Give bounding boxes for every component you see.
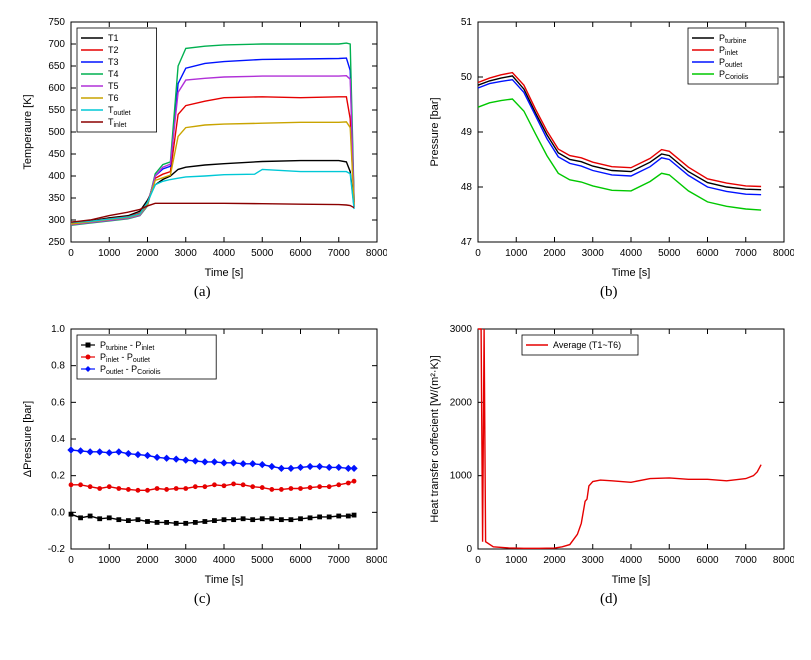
svg-text:700: 700 <box>49 39 66 50</box>
svg-text:3000: 3000 <box>450 324 473 335</box>
svg-text:0.6: 0.6 <box>51 397 65 408</box>
svg-text:ΔPressure [bar]: ΔPressure [bar] <box>22 401 34 477</box>
svg-text:-0.2: -0.2 <box>48 544 66 555</box>
svg-text:3000: 3000 <box>581 555 604 566</box>
svg-text:600: 600 <box>49 83 66 94</box>
svg-text:47: 47 <box>461 237 473 248</box>
svg-text:0.0: 0.0 <box>51 507 65 518</box>
svg-text:7000: 7000 <box>328 248 351 259</box>
svg-text:5000: 5000 <box>251 555 274 566</box>
svg-text:400: 400 <box>49 171 66 182</box>
svg-text:2000: 2000 <box>137 248 160 259</box>
svg-text:Average (T1~T6): Average (T1~T6) <box>553 340 621 350</box>
svg-text:7000: 7000 <box>734 248 757 259</box>
svg-text:650: 650 <box>49 61 66 72</box>
svg-text:0.4: 0.4 <box>51 434 65 445</box>
svg-text:T5: T5 <box>108 81 119 91</box>
svg-text:450: 450 <box>49 149 66 160</box>
svg-text:T3: T3 <box>108 57 119 67</box>
svg-text:2000: 2000 <box>543 555 566 566</box>
svg-text:2000: 2000 <box>137 555 160 566</box>
svg-text:1000: 1000 <box>98 555 121 566</box>
svg-text:6000: 6000 <box>290 248 313 259</box>
svg-text:4000: 4000 <box>620 555 643 566</box>
svg-text:0.8: 0.8 <box>51 361 65 372</box>
svg-text:T4: T4 <box>108 69 119 79</box>
caption-d: (d) <box>600 591 618 608</box>
svg-text:6000: 6000 <box>696 555 719 566</box>
svg-text:Time [s]: Time [s] <box>611 267 650 279</box>
svg-text:T1: T1 <box>108 33 119 43</box>
svg-text:Time [s]: Time [s] <box>611 574 650 586</box>
svg-text:8000: 8000 <box>366 248 387 259</box>
svg-text:Time [s]: Time [s] <box>205 267 244 279</box>
chart-c: 0 1000 2000 3000 4000 5000 6000 7000 8000 -0.2 0.0… <box>17 319 387 589</box>
svg-text:6000: 6000 <box>696 248 719 259</box>
panel-d: 0 1000 2000 3000 4000 5000 6000 7000 8000 0 1000 20… <box>419 319 800 608</box>
svg-text:3000: 3000 <box>175 555 198 566</box>
svg-text:5000: 5000 <box>658 555 681 566</box>
svg-text:Pressure [bar]: Pressure [bar] <box>429 97 441 166</box>
svg-text:0: 0 <box>68 248 74 259</box>
svg-text:3000: 3000 <box>581 248 604 259</box>
caption-c: (c) <box>194 591 211 608</box>
panel-b: 0 1000 2000 3000 4000 5000 6000 7000 8000 47 48 49 5… <box>419 12 800 301</box>
svg-text:50: 50 <box>461 72 473 83</box>
svg-text:51: 51 <box>461 17 473 28</box>
chart-a: 0 1000 2000 3000 4000 5000 6000 7000 8000 250 300 3… <box>17 12 387 282</box>
panel-c: 0 1000 2000 3000 4000 5000 6000 7000 8000 -0.2 0.0… <box>12 319 393 608</box>
svg-text:1000: 1000 <box>450 471 473 482</box>
svg-text:0: 0 <box>466 544 472 555</box>
svg-text:1000: 1000 <box>505 248 528 259</box>
svg-text:4000: 4000 <box>620 248 643 259</box>
chart-b: 0 1000 2000 3000 4000 5000 6000 7000 8000 47 48 49 5… <box>424 12 794 282</box>
svg-text:1.0: 1.0 <box>51 324 65 335</box>
svg-text:6000: 6000 <box>290 555 313 566</box>
svg-text:Heat transfer coffecient [W/(m: Heat transfer coffecient [W/(m²·K)] <box>429 355 441 522</box>
caption-a: (a) <box>194 284 211 301</box>
svg-text:4000: 4000 <box>213 248 236 259</box>
svg-text:350: 350 <box>49 193 66 204</box>
svg-text:250: 250 <box>49 237 66 248</box>
svg-text:500: 500 <box>49 127 66 138</box>
svg-text:7000: 7000 <box>328 555 351 566</box>
svg-text:Temperaure [K]: Temperaure [K] <box>22 94 34 169</box>
svg-text:48: 48 <box>461 182 473 193</box>
svg-text:4000: 4000 <box>213 555 236 566</box>
svg-text:5000: 5000 <box>658 248 681 259</box>
svg-text:5000: 5000 <box>251 248 274 259</box>
svg-text:T6: T6 <box>108 93 119 103</box>
svg-text:750: 750 <box>49 17 66 28</box>
svg-text:0: 0 <box>475 248 481 259</box>
svg-text:Time [s]: Time [s] <box>205 574 244 586</box>
svg-text:1000: 1000 <box>98 248 121 259</box>
svg-text:0: 0 <box>475 555 481 566</box>
svg-text:T2: T2 <box>108 45 119 55</box>
svg-text:3000: 3000 <box>175 248 198 259</box>
svg-text:7000: 7000 <box>734 555 757 566</box>
svg-text:8000: 8000 <box>773 555 794 566</box>
svg-text:8000: 8000 <box>366 555 387 566</box>
svg-text:0: 0 <box>68 555 74 566</box>
svg-text:550: 550 <box>49 105 66 116</box>
svg-text:300: 300 <box>49 215 66 226</box>
panel-a: 0 1000 2000 3000 4000 5000 6000 7000 8000 250 300 3… <box>12 12 393 301</box>
svg-text:2000: 2000 <box>543 248 566 259</box>
svg-text:2000: 2000 <box>450 397 473 408</box>
caption-b: (b) <box>600 284 618 301</box>
svg-text:8000: 8000 <box>773 248 794 259</box>
svg-text:1000: 1000 <box>505 555 528 566</box>
chart-d: 0 1000 2000 3000 4000 5000 6000 7000 8000 0 1000 20… <box>424 319 794 589</box>
svg-text:49: 49 <box>461 127 473 138</box>
figure-grid: 0100020003000400050006000700080002503003… <box>12 12 799 608</box>
svg-text:0.2: 0.2 <box>51 471 65 482</box>
